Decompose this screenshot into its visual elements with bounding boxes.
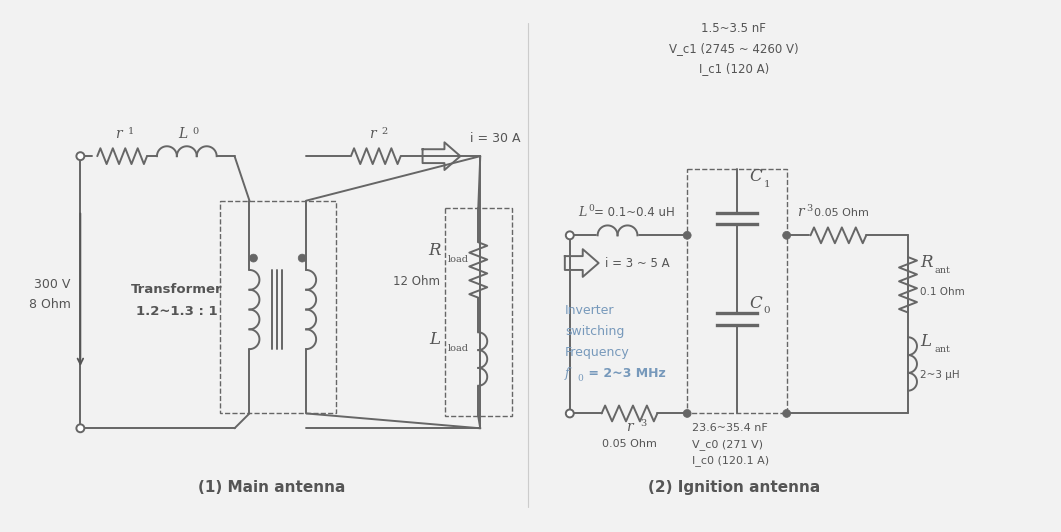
Text: Transformer: Transformer xyxy=(132,283,223,296)
Text: C: C xyxy=(749,295,762,312)
Text: 1.5~3.5 nF: 1.5~3.5 nF xyxy=(701,22,766,36)
Text: 1: 1 xyxy=(128,127,135,136)
Circle shape xyxy=(783,410,790,418)
Text: 3: 3 xyxy=(641,419,646,428)
Circle shape xyxy=(76,152,84,160)
Text: = 2~3 MHz: = 2~3 MHz xyxy=(584,367,665,380)
Text: 0.05 Ohm: 0.05 Ohm xyxy=(814,207,868,218)
Text: 0.1 Ohm: 0.1 Ohm xyxy=(920,287,964,297)
Text: R: R xyxy=(428,242,440,259)
Circle shape xyxy=(566,410,574,418)
Text: load: load xyxy=(448,344,469,353)
Text: L: L xyxy=(178,127,188,142)
Text: ant: ant xyxy=(935,266,951,275)
Text: L: L xyxy=(578,205,586,219)
Text: load: load xyxy=(448,255,469,264)
Bar xyxy=(220,201,336,413)
Text: 2~3 μH: 2~3 μH xyxy=(920,370,959,380)
Text: 0: 0 xyxy=(578,374,584,383)
Text: ant: ant xyxy=(935,345,951,354)
Text: r: r xyxy=(626,420,632,434)
Text: 1: 1 xyxy=(764,180,770,189)
Circle shape xyxy=(783,231,790,239)
Text: I_c1 (120 A): I_c1 (120 A) xyxy=(699,62,769,75)
Circle shape xyxy=(683,231,691,239)
Circle shape xyxy=(298,254,307,262)
Text: C: C xyxy=(749,168,762,185)
Text: 1.2~1.3 : 1: 1.2~1.3 : 1 xyxy=(136,305,218,318)
Text: 0: 0 xyxy=(193,127,198,136)
Circle shape xyxy=(683,410,691,418)
Text: 0: 0 xyxy=(764,306,770,315)
Text: i = 30 A: i = 30 A xyxy=(470,132,521,145)
Circle shape xyxy=(249,254,258,262)
Text: L: L xyxy=(920,333,930,350)
Text: (2) Ignition antenna: (2) Ignition antenna xyxy=(648,480,820,495)
Text: Inverter: Inverter xyxy=(564,304,614,318)
Circle shape xyxy=(566,231,574,239)
Text: = 0.1~0.4 uH: = 0.1~0.4 uH xyxy=(594,205,675,219)
Text: r: r xyxy=(115,127,121,142)
Text: r: r xyxy=(797,204,803,219)
Text: 0.05 Ohm: 0.05 Ohm xyxy=(602,439,657,449)
Circle shape xyxy=(76,425,84,432)
Text: I_c0 (120.1 A): I_c0 (120.1 A) xyxy=(692,455,769,466)
Text: Frequency: Frequency xyxy=(564,346,629,359)
Text: f: f xyxy=(564,367,570,380)
Text: L: L xyxy=(430,331,440,348)
Text: 12 Ohm: 12 Ohm xyxy=(394,275,440,288)
Text: r: r xyxy=(368,127,376,142)
Text: V_c1 (2745 ~ 4260 V): V_c1 (2745 ~ 4260 V) xyxy=(669,42,799,55)
Bar xyxy=(688,169,786,413)
Text: (1) Main antenna: (1) Main antenna xyxy=(197,480,345,495)
Text: 23.6~35.4 nF: 23.6~35.4 nF xyxy=(692,423,768,433)
Text: 300 V: 300 V xyxy=(34,278,70,292)
Text: i = 3 ~ 5 A: i = 3 ~ 5 A xyxy=(605,256,669,270)
Text: 0: 0 xyxy=(589,204,594,213)
Text: 2: 2 xyxy=(382,127,388,136)
Text: 3: 3 xyxy=(806,204,813,213)
Text: R: R xyxy=(920,254,933,271)
Bar xyxy=(446,207,512,417)
Text: switching: switching xyxy=(564,325,624,338)
Text: V_c0 (271 V): V_c0 (271 V) xyxy=(692,439,763,450)
Text: 8 Ohm: 8 Ohm xyxy=(29,298,70,311)
